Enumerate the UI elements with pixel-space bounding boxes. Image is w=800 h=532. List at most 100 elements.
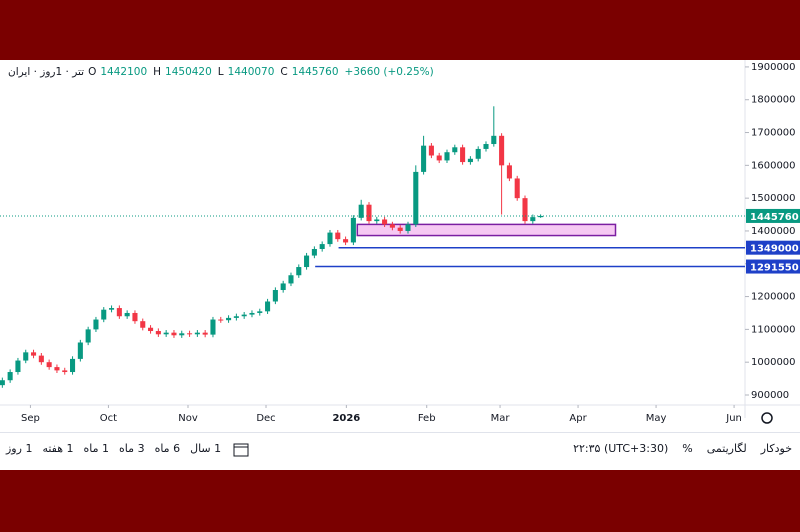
candle-body xyxy=(265,301,271,312)
candle-body xyxy=(405,224,411,231)
x-tick-label: Sep xyxy=(21,413,40,424)
ohlc-value: 1445760 xyxy=(291,66,339,78)
candle-body xyxy=(311,249,317,256)
y-tick-label: 1600000 xyxy=(751,160,796,171)
candle-body xyxy=(296,267,302,276)
percent-toggle[interactable]: % xyxy=(682,442,693,455)
y-tick-label: 1500000 xyxy=(751,193,796,204)
candle-body xyxy=(62,370,68,373)
candle-body xyxy=(530,217,536,222)
auto-toggle[interactable]: خودکار xyxy=(760,442,792,455)
candle-body xyxy=(202,332,208,335)
candle-body xyxy=(249,312,255,315)
ohlc-value: 1450420 xyxy=(165,66,212,78)
x-tick-label: 2026 xyxy=(332,413,360,424)
level-label: 1291550 xyxy=(750,263,799,274)
candle-body xyxy=(124,312,130,317)
chart: 9000001000000110000012000001300000140000… xyxy=(0,60,800,424)
x-tick-label: Apr xyxy=(569,413,587,424)
x-tick-label: Jun xyxy=(725,413,742,424)
candle-body xyxy=(38,355,44,363)
candle-body xyxy=(46,362,52,368)
candle-body xyxy=(241,314,247,317)
last-price-box xyxy=(746,208,800,223)
candle-body xyxy=(452,147,458,153)
interval-group: 1 روز 1 هفته 1 ماه 3 ماه 6 ماه 1 سال xyxy=(6,442,251,458)
candle-body xyxy=(499,135,505,166)
y-tick-label: 1100000 xyxy=(751,324,796,335)
x-tick-label: Feb xyxy=(418,413,436,424)
candle-body xyxy=(101,309,107,320)
candle-body xyxy=(374,219,380,222)
candle-body xyxy=(522,198,528,222)
toolbar: 1 روز 1 هفته 1 ماه 3 ماه 6 ماه 1 سال ۲۲:… xyxy=(0,432,800,467)
candle-body xyxy=(70,358,76,373)
candle-body xyxy=(148,327,154,332)
candle-body xyxy=(366,204,372,222)
candle-body xyxy=(77,342,83,359)
interval[interactable]: 1 سال xyxy=(190,442,222,455)
candle-body xyxy=(538,215,544,218)
interval[interactable]: 6 ماه xyxy=(154,442,181,455)
interval[interactable]: 1 هفته xyxy=(42,442,74,455)
log-toggle[interactable]: لگاریتمی xyxy=(706,442,747,455)
candle-body xyxy=(109,308,115,310)
x-tick-label: Nov xyxy=(178,413,198,424)
candle-body xyxy=(491,135,497,145)
candle-body xyxy=(179,333,185,336)
candle-body xyxy=(483,144,489,149)
candle-body xyxy=(428,145,434,156)
candle-body xyxy=(467,158,473,163)
ohlc-label: H xyxy=(153,66,162,78)
candle-body xyxy=(397,227,403,231)
candle-body xyxy=(514,178,520,199)
candle-body xyxy=(31,352,37,356)
x-tick-label: May xyxy=(646,413,667,424)
candle-body xyxy=(218,319,224,321)
level-label: 1349000 xyxy=(750,244,799,255)
ohlc-label: C xyxy=(280,66,288,78)
candle-body xyxy=(163,332,169,335)
chart-panel: 9000001000000110000012000001300000140000… xyxy=(0,60,800,470)
change: +3660 (+0.25%) xyxy=(344,66,434,78)
candle-body xyxy=(23,352,29,361)
y-tick-label: 1700000 xyxy=(751,128,796,139)
candle-body xyxy=(7,372,13,381)
candle-body xyxy=(335,232,341,240)
level-label-box xyxy=(746,240,800,255)
interval[interactable]: 1 ماه xyxy=(83,442,110,455)
y-tick-label: 900000 xyxy=(751,390,789,401)
y-tick-label: 1800000 xyxy=(751,95,796,106)
candle-body xyxy=(350,217,356,243)
candle-body xyxy=(132,312,138,322)
y-tick-label: 1900000 xyxy=(751,62,796,73)
candle-body xyxy=(155,331,161,335)
y-tick-label: 1400000 xyxy=(751,226,796,237)
candle-body xyxy=(0,380,5,386)
clock[interactable]: ۲۲:۳۵ (UTC+3:30) xyxy=(573,442,669,455)
interval[interactable]: 3 ماه xyxy=(119,442,145,455)
candle-body xyxy=(319,244,325,250)
candle-body xyxy=(358,204,364,218)
candle-body xyxy=(194,332,200,335)
candle-body xyxy=(116,308,122,317)
candle-body xyxy=(382,219,388,225)
candle-body xyxy=(436,155,442,161)
settings-icon[interactable] xyxy=(761,412,773,424)
candle-body xyxy=(506,165,512,179)
candle-body xyxy=(233,316,239,318)
interval[interactable]: 1 روز xyxy=(6,442,33,455)
date-range-icon[interactable] xyxy=(231,442,251,458)
candle-body xyxy=(15,360,21,373)
ohlc-label: L xyxy=(217,66,224,78)
candle-body xyxy=(257,311,263,313)
candle-body xyxy=(421,145,427,172)
candle-body xyxy=(280,283,286,291)
candle-body xyxy=(304,255,310,268)
scale-group: ۲۲:۳۵ (UTC+3:30) % لگاریتمی خودکار xyxy=(573,442,792,455)
x-tick-label: Dec xyxy=(256,413,275,424)
candle-body xyxy=(54,367,60,371)
candle-body xyxy=(389,224,395,228)
candle-body xyxy=(85,329,91,343)
